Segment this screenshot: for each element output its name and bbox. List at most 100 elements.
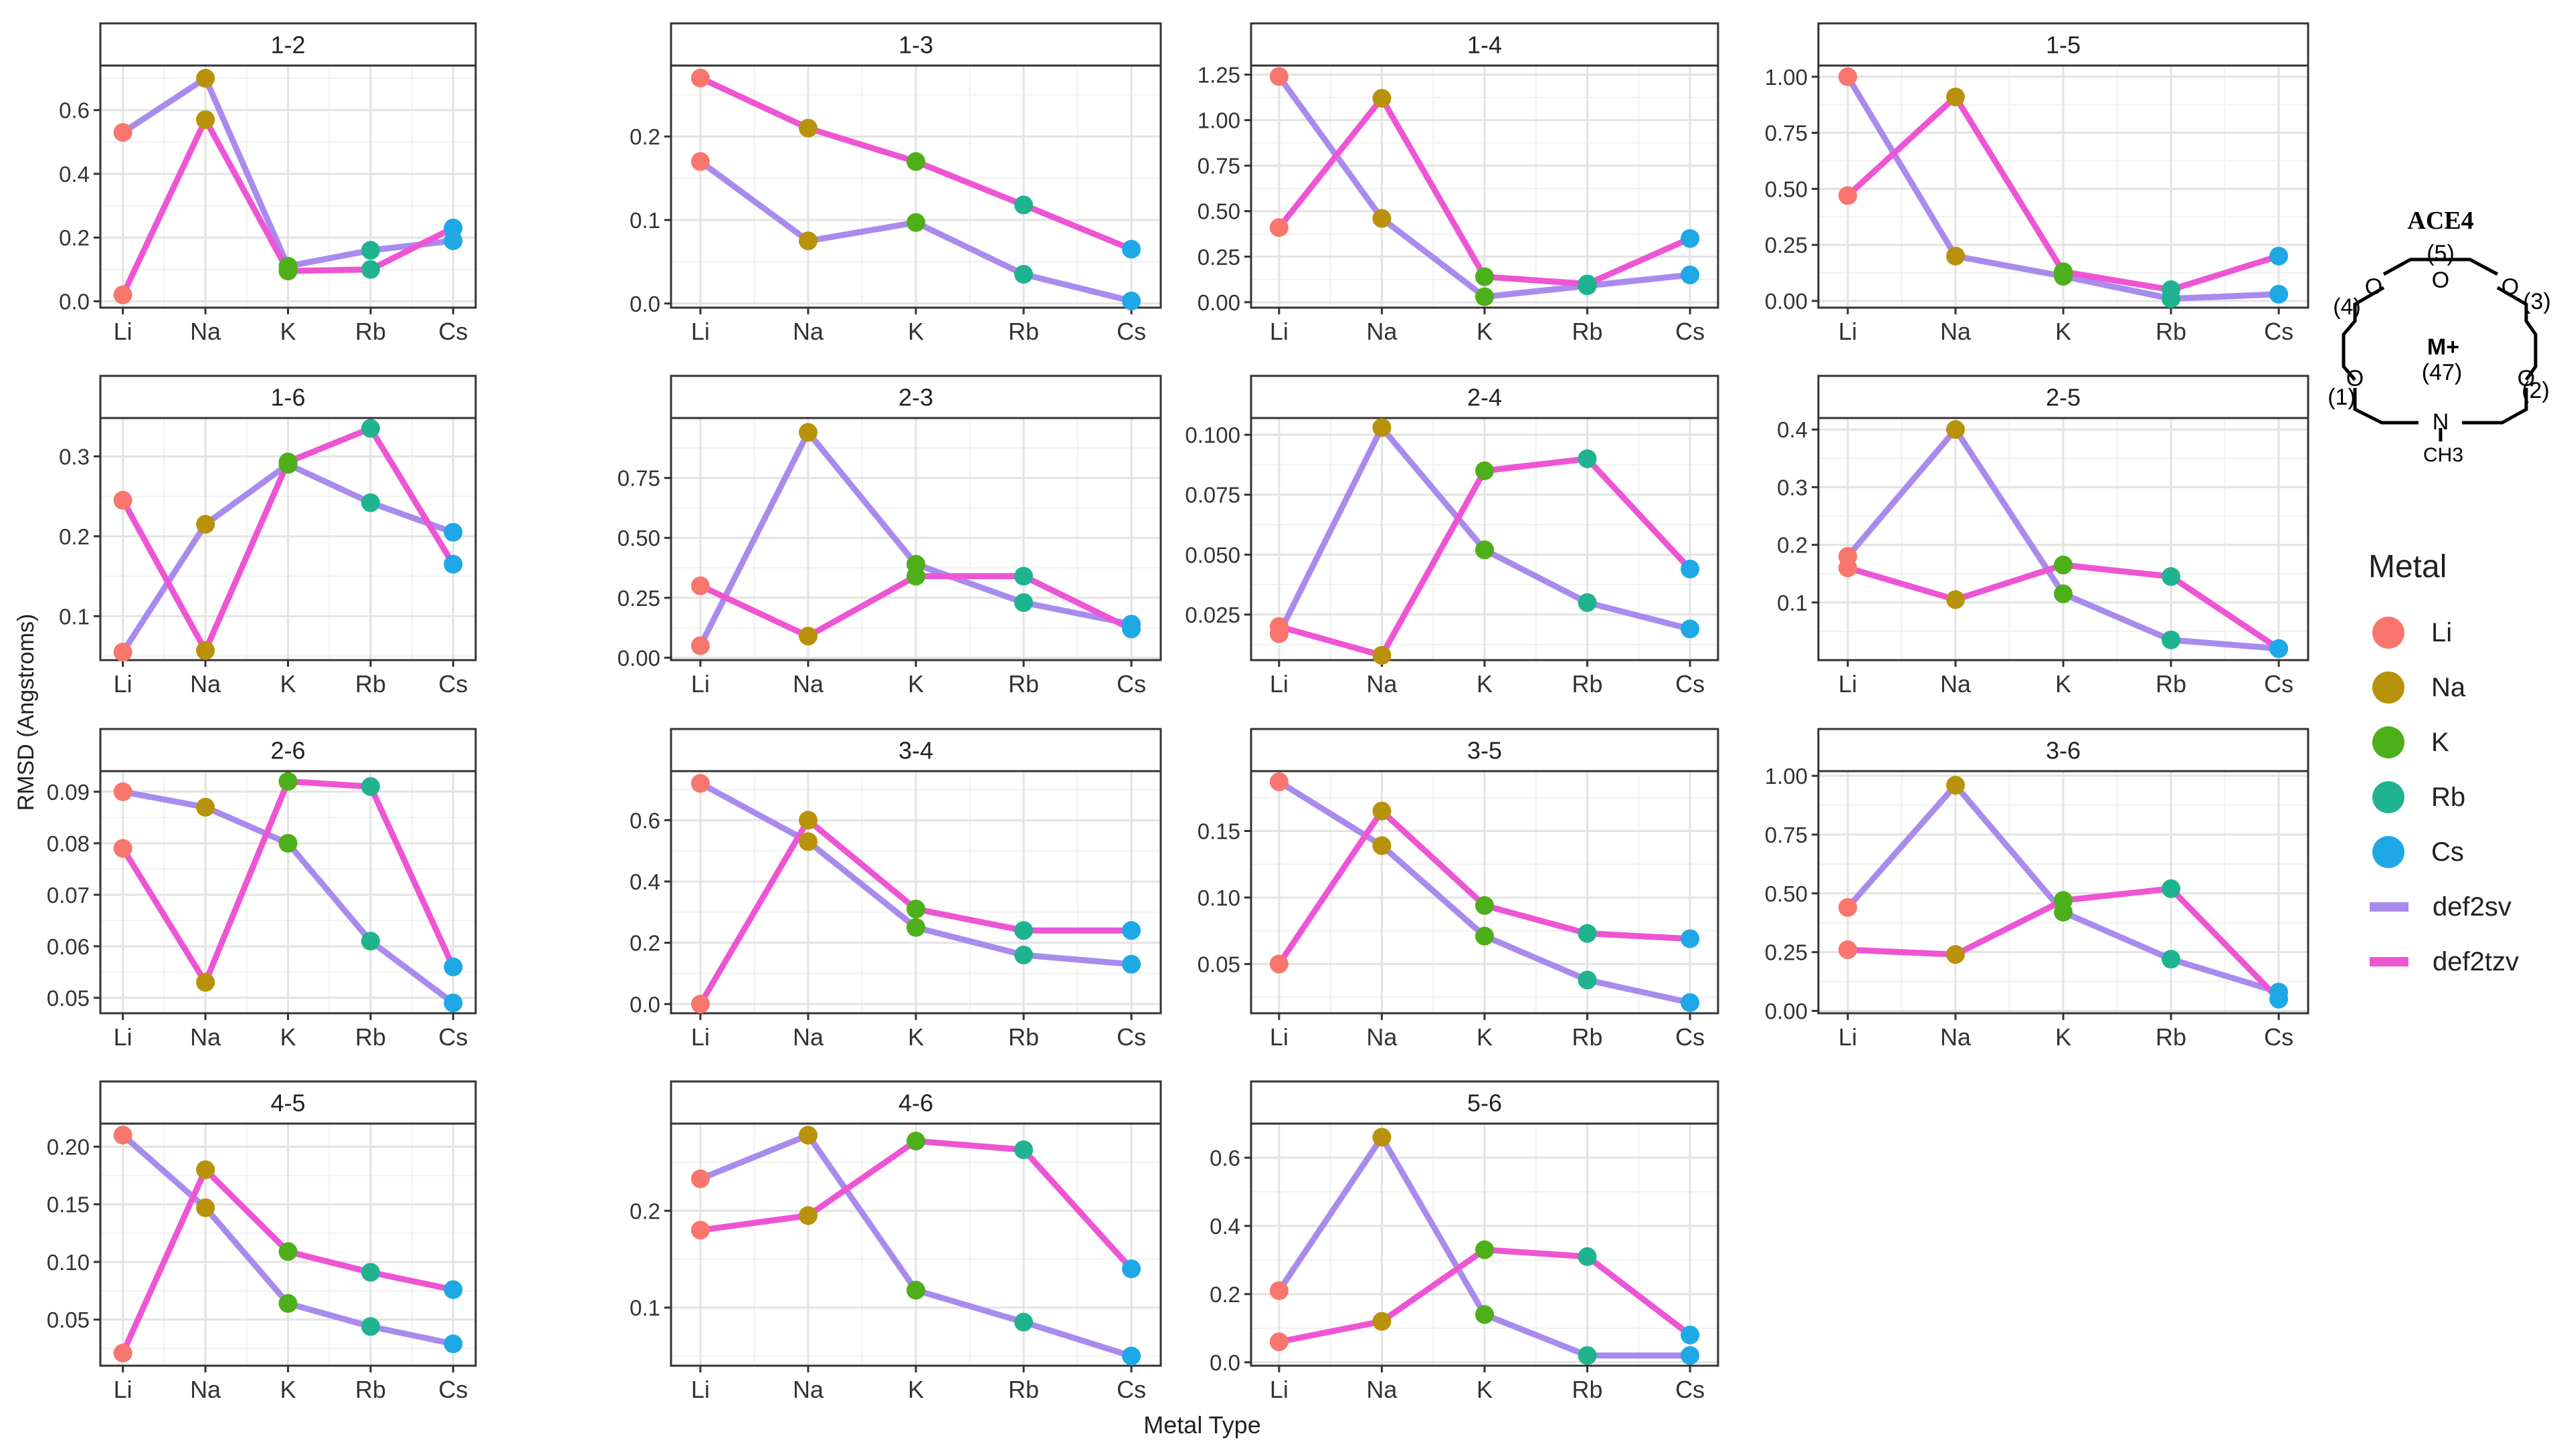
panel-strip — [670, 22, 1162, 67]
point-def2tzv-Rb — [1578, 924, 1597, 943]
y-tick-label: 0.75 — [1198, 154, 1240, 179]
y-tick-label: 0.6 — [1210, 1146, 1240, 1170]
point-def2tzv-Li — [1269, 617, 1289, 636]
panel-1-5: 1-5 0.00 0.25 0.50 0.75 1.00 Li Na K Rb Cs — [1765, 22, 2309, 345]
x-tick-label: K — [908, 1023, 924, 1051]
y-tick-label: 0.25 — [1765, 940, 1808, 965]
panel-1-2: 1-2 0.0 0.2 0.4 0.6 Li Na K Rb Cs — [59, 22, 477, 345]
point-def2sv-Rb — [1578, 1346, 1597, 1365]
panel-title: 2-6 — [270, 737, 305, 764]
y-tick-label: 1.00 — [1765, 764, 1808, 789]
y-tick-label: 0.25 — [1198, 245, 1240, 270]
y-tick-label: 0.2 — [630, 931, 660, 956]
x-tick-label: Rb — [1572, 670, 1603, 698]
legend: Metal Li Na K Rb Cs def2sv def2tzv — [2368, 548, 2542, 989]
y-tick-label: 0.025 — [1185, 603, 1240, 627]
label-2: (2) — [2522, 378, 2550, 403]
panel-border — [99, 64, 477, 309]
y-tick-label: 0.00 — [1198, 290, 1240, 315]
ace4-structure: ACE4 O O O O O N CH3 (5) (4) (3) (1) (2)… — [2328, 207, 2551, 466]
point-def2tzv-Rb — [361, 1263, 380, 1282]
point-def2tzv-Na — [1372, 645, 1392, 665]
x-tick-label: Cs — [438, 318, 468, 345]
y-tick-label: 0.06 — [47, 934, 90, 959]
panel-3-6: 3-6 0.00 0.25 0.50 0.75 1.00 Li Na K Rb Cs — [1765, 728, 2309, 1051]
y-tick-label: 0.2 — [630, 1199, 660, 1223]
panel-title: 2-3 — [898, 384, 933, 411]
x-tick-label: Cs — [2264, 318, 2293, 345]
panel-title: 4-5 — [270, 1089, 305, 1117]
x-tick-label: Na — [190, 670, 221, 698]
point-def2tzv-Li — [690, 1221, 710, 1240]
x-tick-label: Rb — [355, 318, 386, 345]
point-def2tzv-K — [1475, 267, 1494, 286]
x-tick-label: Rb — [355, 1023, 386, 1051]
y-tick-label: 0.6 — [59, 98, 90, 123]
y-tick-label: 0.4 — [630, 869, 660, 894]
legend-title: Metal — [2368, 549, 2447, 585]
x-tick-label: Cs — [1117, 1376, 1146, 1403]
x-tick-label: Rb — [1008, 318, 1039, 345]
point-def2tzv-Li — [1269, 1332, 1289, 1352]
point-def2sv-Rb — [2162, 950, 2181, 969]
y-tick-label: 0.6 — [630, 808, 660, 833]
x-tick-label: Li — [1270, 318, 1289, 345]
legend-label: Rb — [2431, 782, 2466, 812]
point-def2sv-K — [907, 213, 925, 232]
legend-dot-K — [2372, 726, 2404, 758]
legend-dot-Na — [2372, 671, 2404, 704]
point-def2sv-Rb — [1014, 593, 1034, 612]
x-tick-label: K — [1477, 1376, 1493, 1403]
panel-strip — [670, 728, 1162, 772]
x-tick-label: Na — [190, 1023, 221, 1051]
x-tick-label: Li — [1270, 1376, 1289, 1403]
point-def2sv-Na — [196, 797, 215, 817]
x-tick-label: K — [2055, 1023, 2071, 1051]
panel-border — [1817, 64, 2309, 309]
legend-label: Li — [2431, 617, 2453, 647]
point-def2sv-Li — [1269, 772, 1289, 791]
point-def2tzv-K — [907, 900, 925, 919]
y-tick-label: 0.50 — [618, 526, 660, 550]
x-tick-label: Rb — [1572, 1376, 1603, 1403]
y-tick-label: 0.0 — [630, 292, 660, 316]
point-def2tzv-K — [1475, 461, 1494, 480]
y-tick-label: 0.075 — [1185, 483, 1240, 508]
point-def2tzv-Na — [798, 118, 818, 138]
x-tick-label: Cs — [1675, 1023, 1705, 1051]
x-tick-label: Rb — [2156, 670, 2186, 698]
x-tick-label: Cs — [438, 1376, 468, 1403]
panel-strip — [99, 1080, 477, 1125]
panel-title: 1-5 — [2046, 31, 2081, 59]
panel-strip — [1817, 22, 2309, 67]
label-5: (5) — [2427, 241, 2455, 266]
point-def2tzv-Cs — [2269, 246, 2289, 266]
point-def2sv-Rb — [361, 932, 380, 951]
point-def2tzv-Rb — [1014, 195, 1034, 215]
y-tick-label: 0.0 — [1210, 1350, 1240, 1375]
point-def2tzv-Cs — [444, 218, 463, 237]
point-def2sv-Li — [690, 636, 710, 655]
y-tick-label: 0.20 — [47, 1134, 90, 1159]
y-tick-label: 0.75 — [618, 466, 660, 491]
point-def2sv-Li — [1269, 1281, 1289, 1300]
x-tick-label: Cs — [1117, 1023, 1146, 1051]
oxygen-1: O — [2346, 366, 2364, 391]
panel-title: 1-2 — [270, 31, 305, 59]
panel-3-5: 3-5 0.05 0.10 0.15 Li Na K Rb Cs — [1198, 728, 1719, 1051]
x-tick-label: Rb — [1572, 1023, 1603, 1051]
y-tick-label: 0.10 — [47, 1250, 90, 1275]
x-tick-label: Rb — [355, 1376, 386, 1403]
oxygen-4: O — [2365, 274, 2382, 300]
x-tick-label: Rb — [1008, 670, 1039, 698]
x-tick-label: Na — [1366, 318, 1398, 345]
y-tick-label: 0.15 — [1198, 819, 1240, 844]
point-def2tzv-Rb — [1578, 274, 1597, 294]
panel-strip — [99, 728, 477, 772]
point-def2tzv-Rb — [2162, 280, 2181, 300]
point-def2sv-Na — [1946, 420, 1965, 439]
point-def2tzv-Na — [196, 1160, 215, 1179]
x-tick-label: Li — [691, 1376, 710, 1403]
point-def2tzv-Li — [1838, 558, 1857, 578]
x-tick-label: K — [908, 318, 924, 345]
